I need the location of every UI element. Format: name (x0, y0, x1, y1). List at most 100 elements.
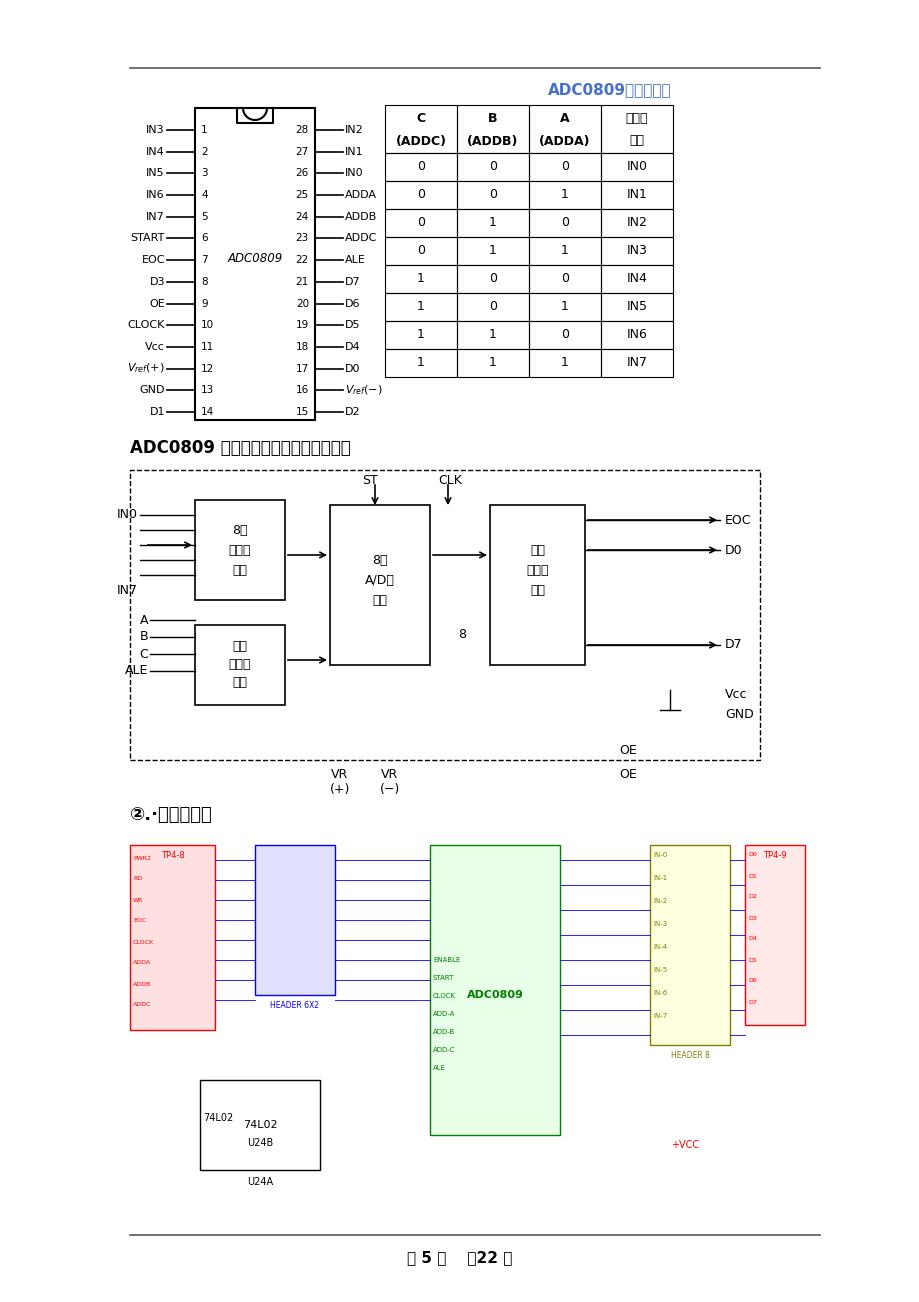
Text: ADC0809: ADC0809 (227, 251, 282, 264)
Text: ADD-A: ADD-A (433, 1010, 455, 1017)
Bar (384, 210, 457, 237)
Text: 4: 4 (200, 190, 208, 201)
Text: IN-0: IN-0 (652, 852, 666, 858)
Bar (195, 500, 285, 600)
Text: ADDC: ADDC (133, 1003, 152, 1008)
Bar (384, 154, 457, 181)
Text: IN5: IN5 (146, 168, 165, 178)
Text: ALE: ALE (433, 1065, 446, 1072)
Bar (528, 210, 600, 237)
Text: 1: 1 (416, 328, 425, 341)
Text: U24B: U24B (246, 1138, 273, 1148)
Bar (457, 293, 528, 322)
Text: (ADDB): (ADDB) (467, 134, 518, 147)
Text: 19: 19 (295, 320, 309, 331)
Text: IN6: IN6 (146, 190, 165, 201)
Text: 1: 1 (561, 189, 568, 202)
Bar (457, 105, 528, 154)
Text: 8: 8 (200, 277, 208, 286)
Text: 0: 0 (416, 245, 425, 258)
Bar (457, 322, 528, 349)
Bar (528, 322, 600, 349)
Text: D0: D0 (724, 543, 742, 556)
Text: 20: 20 (296, 298, 309, 309)
Bar (600, 181, 673, 210)
Bar (528, 349, 600, 378)
Text: VR: VR (381, 768, 398, 781)
Text: IN-1: IN-1 (652, 875, 666, 881)
Bar (600, 237, 673, 266)
Text: 1: 1 (489, 216, 496, 229)
Text: D5: D5 (747, 957, 756, 962)
Text: 0: 0 (489, 272, 496, 285)
Text: EOC: EOC (133, 918, 146, 923)
Text: B: B (488, 112, 497, 125)
Text: ST: ST (362, 474, 378, 487)
Text: 0: 0 (489, 301, 496, 314)
Bar (528, 266, 600, 293)
Text: (ADDA): (ADDA) (539, 134, 590, 147)
Text: START: START (433, 975, 454, 980)
Text: 1: 1 (489, 328, 496, 341)
Text: IN1: IN1 (345, 147, 363, 156)
Text: OE: OE (618, 743, 636, 756)
Text: 模拟量: 模拟量 (229, 543, 251, 556)
Bar (130, 470, 759, 760)
Text: 0: 0 (416, 160, 425, 173)
Text: 14: 14 (200, 408, 214, 417)
Text: $V_{ref}(+)$: $V_{ref}(+)$ (127, 362, 165, 375)
Text: 13: 13 (200, 385, 214, 396)
Text: D0: D0 (345, 363, 360, 374)
Text: ADC0809: ADC0809 (466, 990, 523, 1000)
Bar (744, 845, 804, 1025)
Bar (195, 108, 314, 421)
Bar (528, 237, 600, 266)
Text: IN7: IN7 (146, 212, 165, 221)
Bar (600, 293, 673, 322)
Text: 22: 22 (295, 255, 309, 266)
Bar (528, 105, 600, 154)
Text: 输出锁: 输出锁 (526, 564, 548, 577)
Text: 3: 3 (200, 168, 208, 178)
Text: WR: WR (133, 897, 143, 902)
Text: EOC: EOC (142, 255, 165, 266)
Text: IN-5: IN-5 (652, 967, 666, 973)
Text: 2: 2 (200, 147, 208, 156)
Text: D7: D7 (724, 638, 742, 651)
Text: D1: D1 (149, 408, 165, 417)
Bar (600, 266, 673, 293)
Text: D7: D7 (345, 277, 360, 286)
Text: Vcc: Vcc (724, 689, 746, 702)
Text: 0: 0 (489, 160, 496, 173)
Text: D2: D2 (345, 408, 360, 417)
Text: 25: 25 (295, 190, 309, 201)
Text: ADC0809通道选择表: ADC0809通道选择表 (548, 82, 671, 98)
Text: C: C (139, 647, 148, 660)
Text: 9: 9 (200, 298, 208, 309)
Text: 74L02: 74L02 (243, 1120, 277, 1130)
Text: ADDC: ADDC (345, 233, 377, 243)
Text: ADDB: ADDB (345, 212, 377, 221)
Text: IN2: IN2 (345, 125, 363, 135)
Text: 24: 24 (295, 212, 309, 221)
Text: ADD-B: ADD-B (433, 1029, 455, 1035)
Text: 0: 0 (561, 216, 568, 229)
Bar (490, 505, 584, 665)
Text: D4: D4 (345, 342, 360, 352)
Text: TP4-8: TP4-8 (161, 850, 184, 859)
Bar (384, 322, 457, 349)
Bar (600, 105, 673, 154)
Text: 1: 1 (561, 245, 568, 258)
Bar (528, 181, 600, 210)
Text: 三态: 三态 (529, 543, 544, 556)
Text: IN6: IN6 (626, 328, 647, 341)
Bar (457, 237, 528, 266)
Text: RD: RD (133, 876, 142, 881)
Text: A: A (140, 613, 148, 626)
Text: D0: D0 (747, 853, 756, 858)
Text: D6: D6 (747, 979, 756, 983)
Bar (384, 349, 457, 378)
Text: 1: 1 (416, 272, 425, 285)
Text: HEADER 6X2: HEADER 6X2 (270, 1000, 319, 1009)
Text: PWR2: PWR2 (133, 855, 151, 861)
